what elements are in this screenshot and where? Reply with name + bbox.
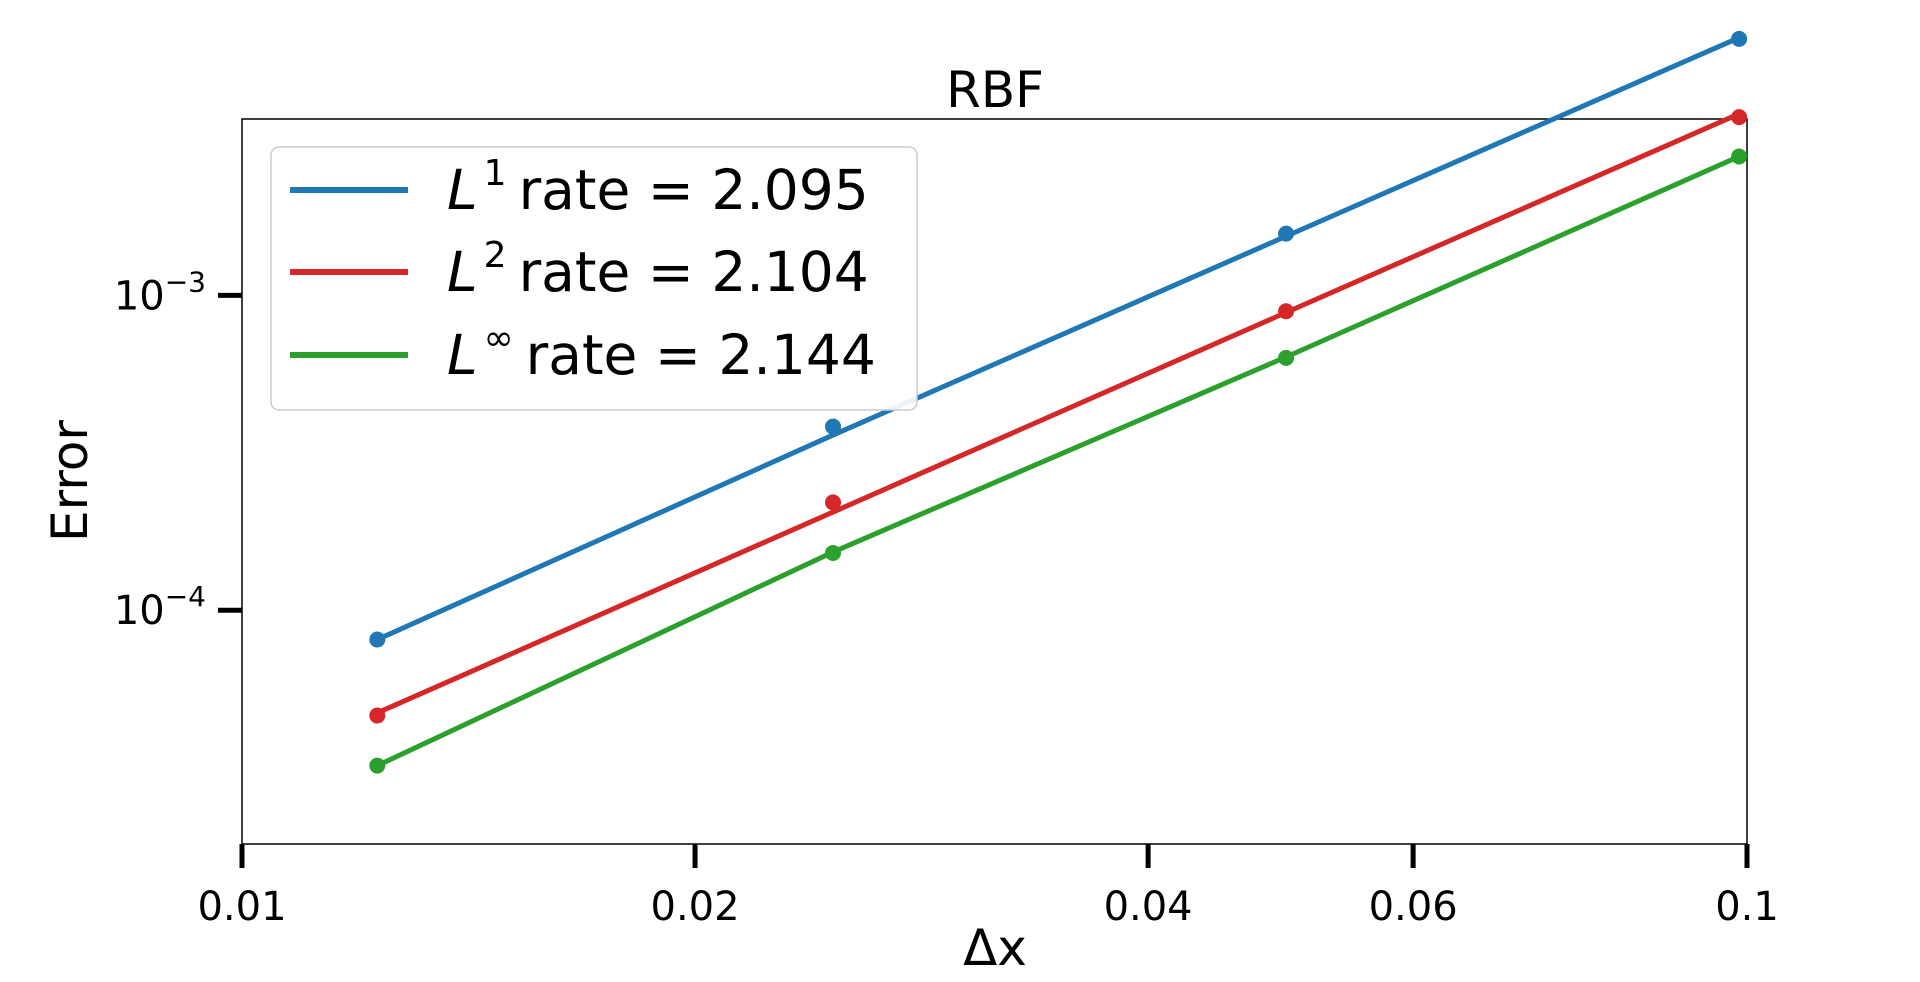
x-tick-label: 0.1 <box>1715 884 1779 930</box>
legend-rate-text: rate = 2.104 <box>519 240 869 304</box>
data-point <box>825 544 842 561</box>
y-tick-exponent: −3 <box>165 265 206 298</box>
x-tick-label: 0.01 <box>197 884 286 930</box>
series-1 <box>369 109 1748 724</box>
legend-label: L 2 rate = 2.104 <box>447 235 869 304</box>
series-0 <box>369 30 1748 648</box>
y-tick-label: 10−4 <box>114 580 206 634</box>
y-axis-ticks: 10−310−4 <box>114 265 242 634</box>
series-2 <box>369 148 1748 774</box>
legend-norm-index: 2 <box>484 235 507 276</box>
data-point <box>369 631 386 648</box>
y-axis-label: Error <box>41 420 99 542</box>
x-axis-label: Δx <box>963 919 1027 977</box>
x-tick-label: 0.02 <box>651 884 740 930</box>
legend-norm-symbol: L <box>447 240 478 304</box>
y-tick-base: 10 <box>114 588 165 634</box>
data-point <box>1278 225 1295 242</box>
y-tick-exponent: −4 <box>165 580 206 613</box>
legend-norm-symbol: L <box>447 323 478 387</box>
legend-rate-text: rate = 2.095 <box>519 158 869 222</box>
data-point <box>1278 349 1295 366</box>
data-point <box>1278 303 1295 320</box>
data-point <box>825 494 842 511</box>
legend-item: L 2 rate = 2.104 <box>290 235 869 304</box>
legend-item: L ∞ rate = 2.144 <box>290 318 876 387</box>
legend-rate-text: rate = 2.144 <box>526 323 876 387</box>
x-tick-label: 0.04 <box>1104 884 1193 930</box>
y-tick-base: 10 <box>114 273 165 319</box>
x-tick-label: 0.06 <box>1369 884 1458 930</box>
legend-box <box>270 146 918 411</box>
data-point <box>369 707 386 724</box>
legend-norm-index: ∞ <box>484 318 514 359</box>
data-point <box>1731 148 1748 165</box>
series-layer <box>369 30 1748 774</box>
series-fit-line <box>374 111 1742 716</box>
data-point <box>1731 30 1748 47</box>
plot-area <box>241 118 1748 845</box>
data-point <box>825 418 842 435</box>
data-point <box>1731 109 1748 126</box>
series-fit-line <box>374 35 1742 643</box>
chart-title: RBF <box>946 61 1044 119</box>
data-point <box>369 757 386 774</box>
legend-label: L ∞ rate = 2.144 <box>447 318 876 387</box>
legend-norm-index: 1 <box>484 153 507 194</box>
x-axis-ticks: 0.01 0.02 0.04 0.06 0.1 <box>197 844 1779 930</box>
y-tick-label: 10−3 <box>114 265 206 319</box>
series-fit-line <box>374 153 1742 769</box>
legend-item: L 1 rate = 2.095 <box>290 153 869 222</box>
legend-label: L 1 rate = 2.095 <box>447 153 869 222</box>
legend-norm-symbol: L <box>447 158 478 222</box>
